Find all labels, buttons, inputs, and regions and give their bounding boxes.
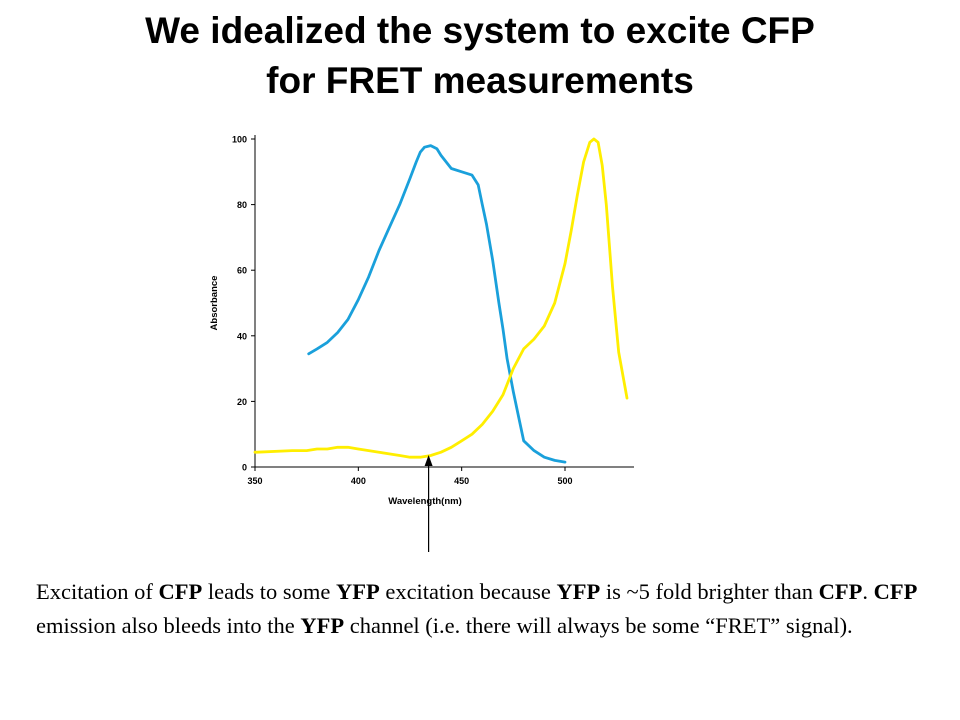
y-tick-label: 80: [237, 200, 247, 210]
x-axis-label: Wavelength(nm): [388, 496, 462, 507]
yfp-term: YFP: [335, 579, 380, 604]
slide-title-line-1: We idealized the system to excite CFP: [145, 10, 815, 51]
y-tick-label: 20: [237, 397, 247, 407]
chart-series: [253, 137, 629, 464]
x-tick-label: 350: [247, 476, 262, 486]
cfp-absorbance-line: [307, 144, 567, 464]
y-tick-label: 100: [232, 135, 247, 145]
cfp-term: CFP: [158, 579, 203, 604]
x-tick-label: 450: [454, 476, 469, 486]
y-tick-label: 60: [237, 266, 247, 276]
chart-axes: 0 20 40 60 80 100 350 400 450 500 Wavelength(nm) Ab…: [209, 135, 634, 507]
slide-title-line-2: for FRET measurements: [266, 60, 694, 101]
caption-text: Excitation of CFP leads to some YFP exci…: [36, 579, 918, 638]
chart-annotations: [424, 455, 433, 552]
slide-title: We idealized the system to excite CFP fo…: [0, 6, 960, 106]
yfp-term: YFP: [556, 579, 601, 604]
x-tick-label: 500: [557, 476, 572, 486]
x-tick-label: 400: [351, 476, 366, 486]
y-tick-label: 0: [242, 463, 247, 473]
yfp-absorbance-line: [253, 137, 629, 459]
yfp-term: YFP: [300, 613, 345, 638]
y-axis-label: Absorbance: [209, 276, 220, 331]
y-tick-label: 40: [237, 331, 247, 341]
cfp-term: CFP: [818, 579, 863, 604]
excitation-arrow-head: [424, 455, 433, 466]
cfp-term: CFP: [873, 579, 918, 604]
